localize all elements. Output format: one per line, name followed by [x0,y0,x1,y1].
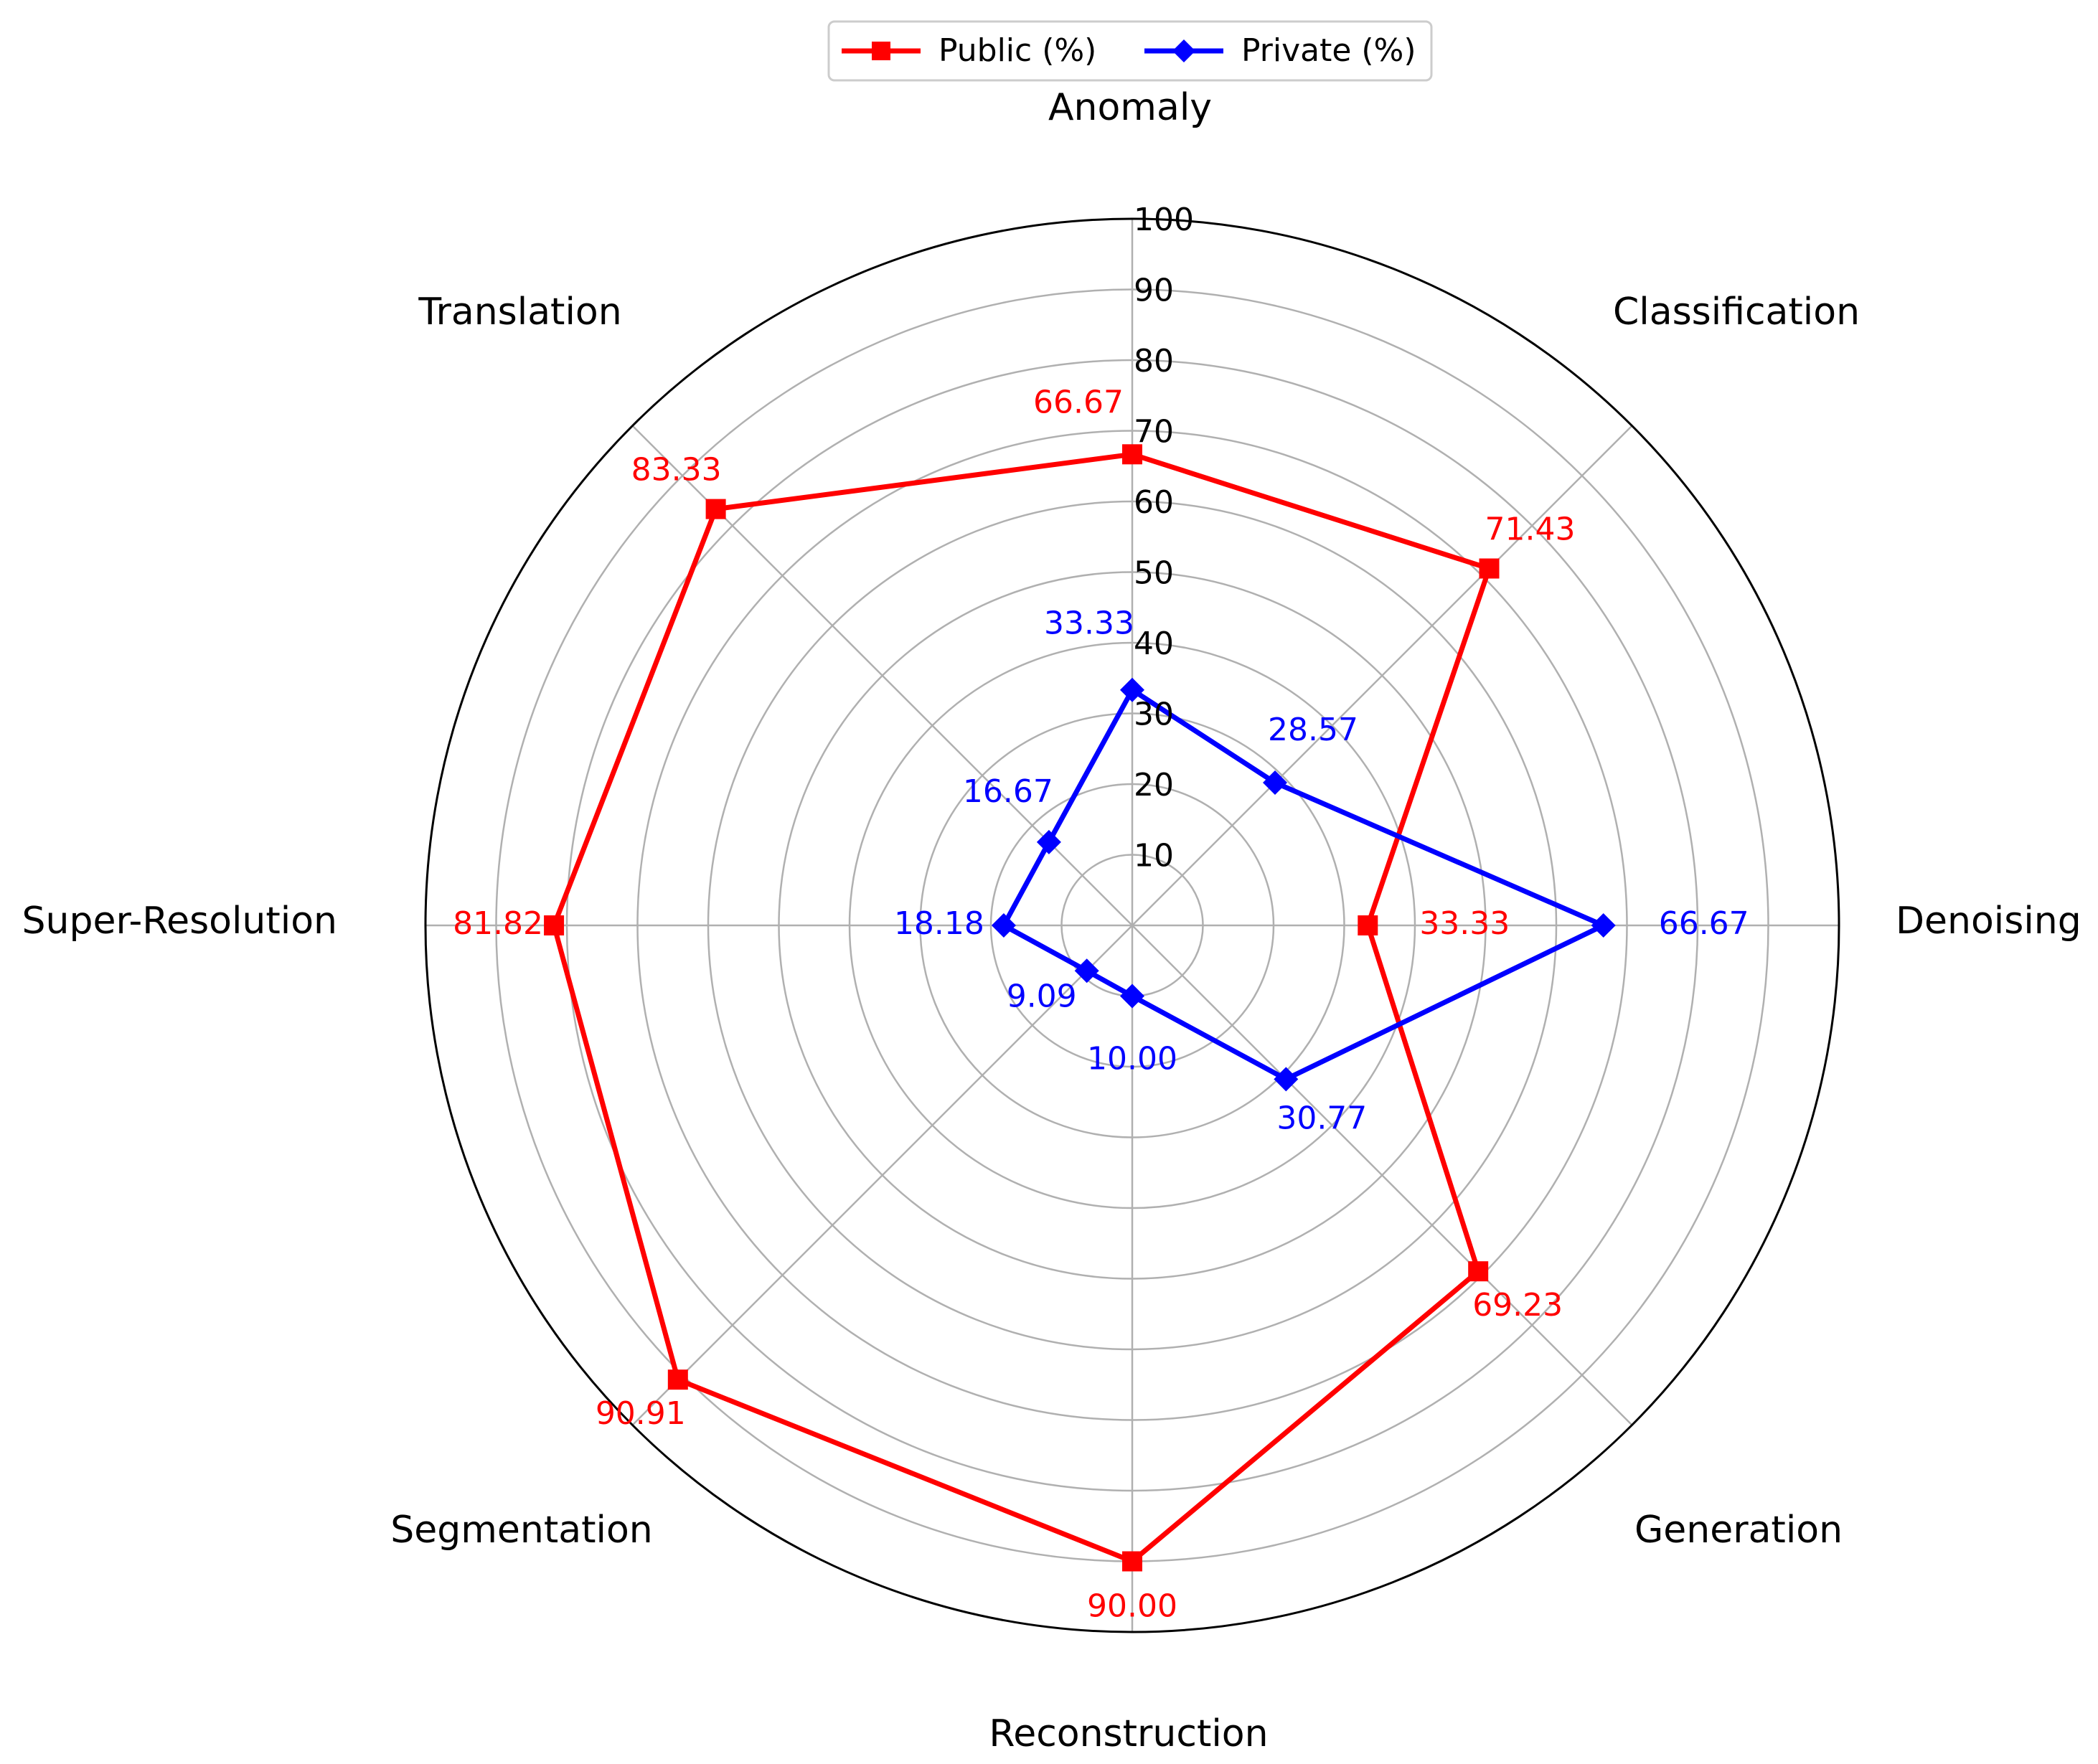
data-label-private-reconstruction: 10.00 [1087,1041,1177,1077]
data-label-public-anomaly: 66.67 [1033,384,1124,420]
data-label-public-super-resolution: 81.82 [453,905,543,942]
point-private-generation [1274,1067,1299,1092]
legend-marker-private [1172,39,1195,62]
point-private-denoising [1591,913,1616,938]
legend-box [827,20,1433,82]
point-public-translation [705,499,726,519]
data-label-private-segmentation: 9.09 [1007,978,1077,1014]
series-line-private [1000,686,1610,1083]
data-label-private-classification: 28.57 [1268,712,1358,748]
data-label-private-translation: 16.67 [963,773,1053,810]
category-label-generation: Generation [1634,1509,1843,1552]
r-tick-label: 20 [1134,767,1174,803]
outer-border [424,217,1840,1633]
category-label-segmentation: Segmentation [390,1509,652,1552]
point-public-generation [1468,1261,1489,1282]
r-tick-label: 90 [1134,273,1174,309]
category-label-super-resolution: Super-Resolution [22,900,338,943]
data-label-public-reconstruction: 90.00 [1087,1588,1177,1625]
legend-marker-public [872,42,890,60]
point-public-denoising [1358,915,1378,935]
category-label-translation: Translation [418,291,621,334]
point-private-super-resolution [991,913,1016,938]
point-public-super-resolution [544,915,565,935]
point-private-translation [1036,829,1061,854]
series [544,444,1616,1572]
data-label-public-segmentation: 90.91 [596,1395,686,1432]
data-label-private-super-resolution: 18.18 [894,905,984,942]
r-tick-label: 80 [1134,343,1174,379]
legend: Public (%) Private (%) [827,20,1433,82]
legend-label-public: Public (%) [939,32,1096,69]
labels: 10 20 30 40 50 60 70 80 90 100 Anomaly Classificati… [22,86,2081,1755]
r-tick-label: 70 [1134,414,1174,451]
data-label-public-classification: 71.43 [1485,511,1576,547]
r-tick-label: 100 [1134,202,1194,238]
data-label-private-denoising: 66.67 [1659,905,1749,942]
r-tick-label: 10 [1134,838,1174,874]
grid-spoke-generation [1132,925,1633,1426]
point-private-anomaly [1120,677,1144,702]
data-label-public-translation: 83.33 [631,452,722,489]
r-tick-label: 50 [1134,555,1174,592]
r-tick-label: 30 [1134,697,1174,733]
point-public-anomaly [1122,444,1142,465]
r-tick-label: 40 [1134,626,1174,662]
category-label-reconstruction: Reconstruction [989,1712,1268,1755]
point-public-classification [1479,558,1500,579]
grid [424,217,1840,1633]
grid-spoke-classification [1132,425,1633,926]
category-label-denoising: Denoising [1896,900,2081,943]
category-label-anomaly: Anomaly [1048,86,1212,129]
data-label-public-denoising: 33.33 [1419,905,1510,942]
data-label-private-anomaly: 33.33 [1044,605,1134,642]
grid-spoke-segmentation [631,925,1133,1426]
data-label-private-generation: 30.77 [1276,1100,1367,1136]
point-private-reconstruction [1120,984,1144,1009]
legend-label-private: Private (%) [1241,32,1416,69]
point-public-segmentation [667,1369,688,1390]
data-label-public-generation: 69.23 [1472,1287,1563,1324]
r-tick-label: 60 [1134,484,1174,521]
point-public-reconstruction [1122,1551,1142,1572]
point-private-classification [1262,770,1287,796]
point-private-segmentation [1074,958,1099,984]
category-label-classification: Classification [1613,291,1860,334]
